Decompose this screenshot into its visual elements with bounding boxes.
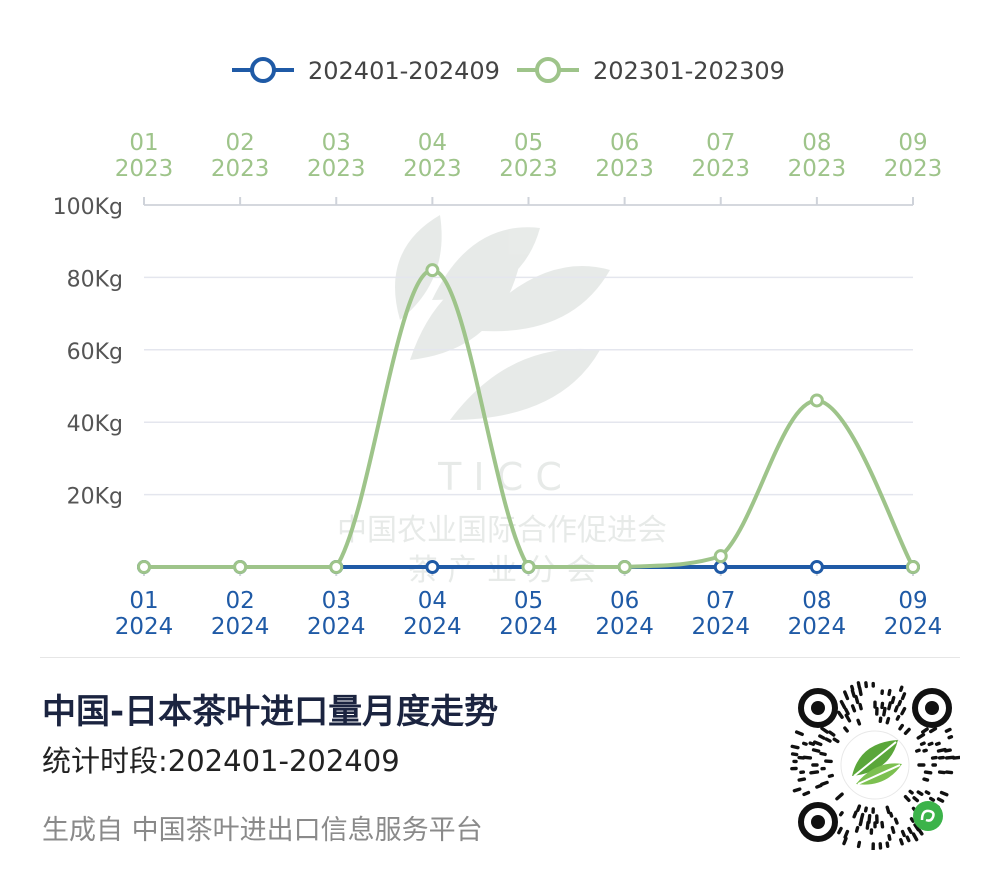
watermark-leaf [432, 227, 540, 300]
series-line [142, 268, 915, 570]
top-x-tick-label-year: 2023 [788, 156, 847, 182]
top-x-tick-label-month: 06 [610, 130, 639, 156]
data-point [233, 560, 248, 574]
top-x-tick-label-month: 02 [225, 130, 254, 156]
tea-leaf-watermark-icon [395, 215, 610, 420]
mini-program-icon [913, 801, 943, 831]
data-point [425, 263, 440, 278]
statistics-period: 统计时段:202401-202409 [42, 744, 400, 778]
bottom-x-tick-label-year: 2024 [115, 614, 174, 640]
top-x-tick-label-year: 2023 [211, 156, 270, 182]
top-x-tick-label-year: 2023 [115, 156, 174, 182]
bottom-x-tick-label-year: 2024 [788, 614, 847, 640]
mini-program-qr-code[interactable] [790, 680, 960, 850]
bottom-x-tick-label-year: 2024 [403, 614, 462, 640]
data-point [809, 560, 824, 574]
watermark-leaf [410, 262, 520, 360]
legend-marker [535, 57, 561, 83]
top-x-tick-label-month: 01 [129, 130, 158, 156]
top-x-tick-label-month: 05 [514, 130, 543, 156]
y-tick-label: 100Kg [53, 195, 123, 220]
bottom-x-tick-label-year: 2024 [691, 614, 750, 640]
bottom-x-tick-label-month: 02 [225, 588, 254, 614]
series-202301-202309 [137, 263, 920, 574]
bottom-x-tick-label-month: 07 [706, 588, 735, 614]
watermark-org-name: 中国农业国际合作促进会 [337, 513, 667, 548]
y-tick-label: 80Kg [67, 267, 123, 292]
top-x-tick-label-month: 03 [322, 130, 351, 156]
data-point [521, 560, 536, 574]
bottom-x-tick-label-month: 06 [610, 588, 639, 614]
top-x-tick-label-month: 09 [898, 130, 927, 156]
y-tick-label: 60Kg [67, 340, 123, 365]
bottom-x-tick-label-month: 04 [418, 588, 447, 614]
bottom-x-tick-label-month: 09 [898, 588, 927, 614]
bottom-x-tick-label-month: 08 [802, 588, 831, 614]
data-point [906, 560, 920, 574]
bottom-x-tick-label-year: 2024 [307, 614, 366, 640]
legend-label: 202301-202309 [593, 57, 785, 85]
source-footer: 生成自 中国茶叶进出口信息服务平台 [42, 815, 483, 846]
data-point [713, 549, 728, 564]
bottom-x-tick-label-year: 2024 [211, 614, 270, 640]
y-tick-label: 40Kg [67, 412, 123, 437]
legend-label: 202401-202409 [308, 57, 500, 85]
legend-item: 202301-202309 [517, 57, 785, 85]
chart-title: 中国-日本茶叶进口量月度走势 [42, 692, 499, 732]
bottom-x-tick-label-month: 01 [129, 588, 158, 614]
legend-marker [250, 57, 276, 83]
bottom-x-tick-label-month: 05 [514, 588, 543, 614]
watermark-leaf [470, 266, 610, 332]
data-point [329, 560, 344, 574]
top-x-tick-label-month: 08 [802, 130, 831, 156]
watermark-branch-name: 茶 产 业 分 会 [408, 553, 596, 588]
watermark-leaf [395, 215, 442, 320]
top-x-tick-label-month: 04 [418, 130, 447, 156]
top-x-tick-label-month: 07 [706, 130, 735, 156]
top-x-tick-label-year: 2023 [499, 156, 558, 182]
legend-item: 202401-202409 [232, 57, 500, 85]
data-point [617, 560, 632, 574]
qr-pattern [790, 681, 960, 850]
top-x-tick-label-year: 2023 [595, 156, 654, 182]
bottom-x-tick-label-month: 03 [322, 588, 351, 614]
tea-leaf-logo-icon [852, 740, 902, 785]
data-point [425, 560, 440, 574]
bottom-x-tick-label-year: 2024 [499, 614, 558, 640]
data-point [713, 560, 728, 574]
divider [40, 657, 960, 658]
top-x-tick-label-year: 2023 [691, 156, 750, 182]
top-x-tick-label-year: 2023 [307, 156, 366, 182]
top-x-tick-label-year: 2023 [403, 156, 462, 182]
bottom-x-tick-label-year: 2024 [884, 614, 943, 640]
y-tick-label: 20Kg [67, 485, 123, 510]
watermark-leaf [450, 348, 600, 420]
data-point [137, 560, 151, 574]
top-x-tick-label-year: 2023 [884, 156, 943, 182]
bottom-x-tick-label-year: 2024 [595, 614, 654, 640]
data-point [809, 393, 824, 408]
